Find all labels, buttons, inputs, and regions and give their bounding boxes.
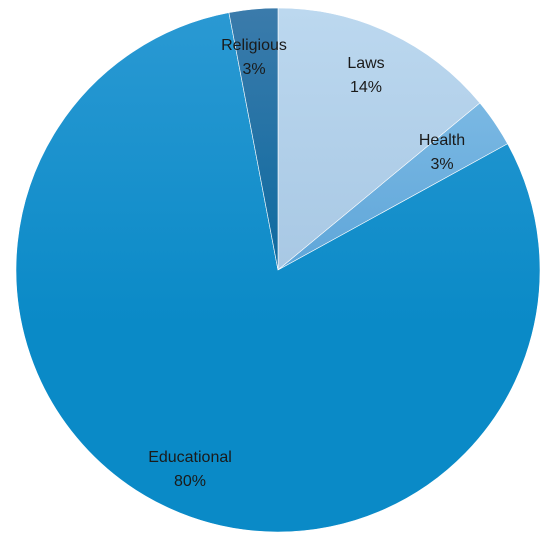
slice-value-laws: 14% xyxy=(350,79,382,96)
pie-slice-educational xyxy=(15,12,541,533)
pie-slice-laws xyxy=(277,7,481,271)
slice-label-religious: Religious xyxy=(221,37,287,54)
pie-slices xyxy=(15,7,541,533)
slice-label-health: Health xyxy=(419,132,465,149)
pie-slice-religious xyxy=(228,7,279,271)
slice-value-religious: 3% xyxy=(242,61,265,78)
pie-labels: Laws 14% Health 3% Educational 80% Religious 3% xyxy=(148,37,465,490)
slice-value-educational: 80% xyxy=(174,473,206,490)
slice-value-health: 3% xyxy=(430,156,453,173)
slice-label-laws: Laws xyxy=(347,55,384,72)
slice-label-educational: Educational xyxy=(148,449,232,466)
